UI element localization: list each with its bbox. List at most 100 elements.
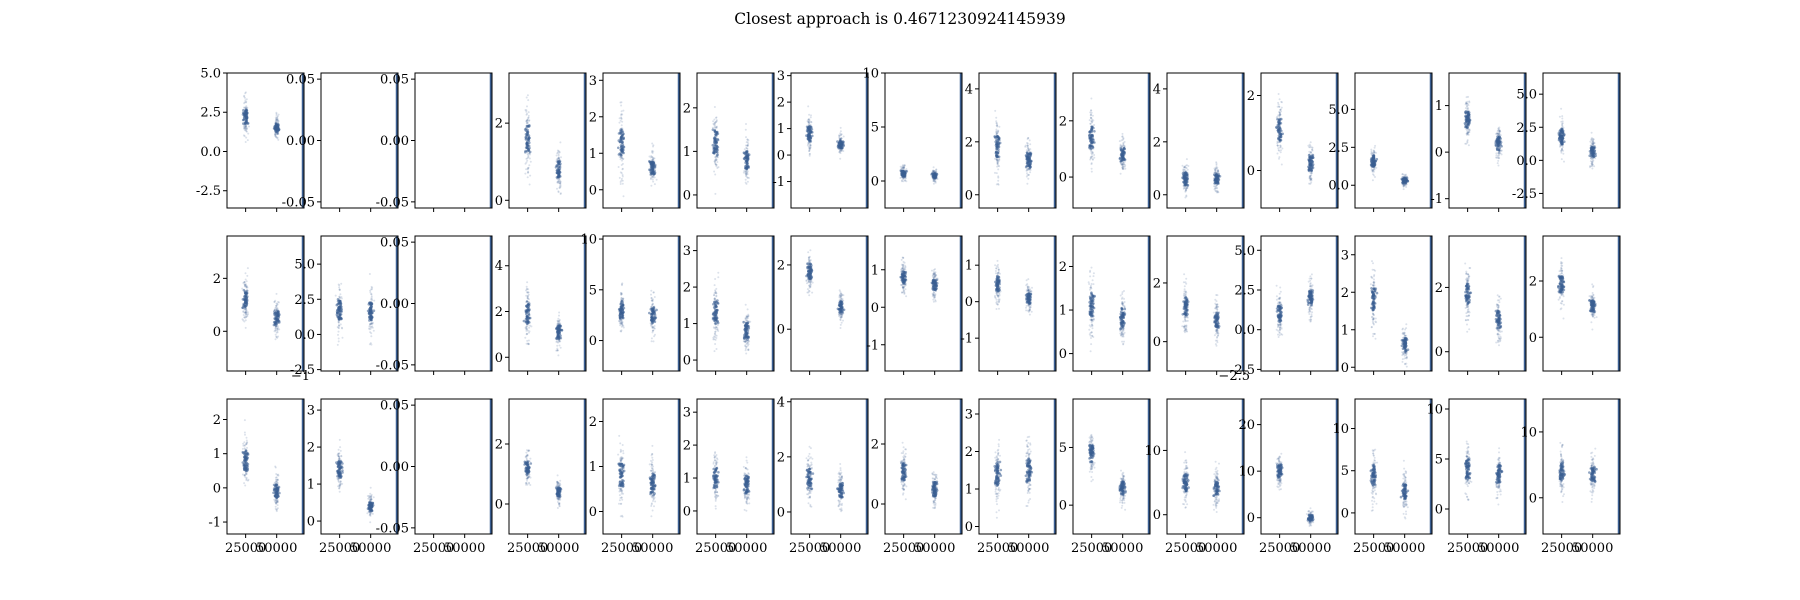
data-point: [1308, 150, 1311, 153]
data-point: [1590, 139, 1593, 141]
data-point: [1467, 129, 1470, 131]
scatter-points: [617, 282, 658, 343]
data-point: [341, 327, 344, 330]
data-point: [619, 324, 622, 327]
data-point: [275, 112, 278, 115]
data-point: [526, 152, 529, 155]
data-point: [712, 338, 715, 341]
data-point: [278, 321, 281, 324]
data-point: [559, 193, 562, 195]
data-point: [713, 333, 716, 335]
y-tick-label: 0.00: [380, 134, 409, 149]
data-point: [1278, 126, 1281, 130]
data-point: [1090, 155, 1093, 158]
data-point: [620, 318, 623, 321]
data-point: [1591, 149, 1595, 152]
data-point: [274, 123, 278, 127]
figure-title: Closest approach is 0.4671230924145939: [734, 10, 1066, 28]
data-point: [745, 167, 748, 170]
data-point: [995, 172, 998, 175]
data-point: [241, 287, 244, 290]
data-point: [711, 126, 714, 129]
data-point: [274, 333, 277, 336]
data-point: [556, 325, 559, 329]
data-point: [527, 170, 530, 173]
data-point: [528, 308, 531, 311]
data-point: [651, 304, 654, 307]
data-point: [1466, 100, 1469, 103]
data-point: [1371, 179, 1374, 182]
data-point: [560, 156, 562, 159]
data-point: [1088, 130, 1092, 133]
data-point: [713, 141, 716, 145]
data-point: [902, 260, 905, 263]
data-point: [621, 138, 624, 141]
data-point: [245, 296, 249, 300]
data-point: [1182, 166, 1185, 169]
data-point: [1025, 306, 1027, 309]
data-point: [338, 324, 341, 327]
data-point: [651, 152, 654, 154]
subplot-r0-c10: 024: [1153, 72, 1245, 212]
data-point: [276, 117, 279, 120]
data-point: [243, 128, 246, 131]
data-point: [1558, 115, 1561, 118]
data-point: [712, 122, 715, 125]
data-point: [1308, 182, 1311, 185]
data-point: [557, 178, 560, 181]
data-point: [1025, 284, 1028, 287]
y-tick-label: 5.0: [294, 258, 315, 273]
data-point: [337, 340, 340, 343]
data-point: [528, 157, 531, 160]
data-point: [526, 168, 529, 171]
data-point: [902, 164, 904, 167]
data-point: [525, 168, 528, 171]
data-point: [1278, 157, 1280, 160]
data-point: [526, 159, 529, 162]
y-tick-label: 2: [777, 258, 785, 273]
data-point: [997, 176, 1000, 179]
data-point: [997, 168, 1000, 171]
data-point: [276, 328, 279, 331]
axes-frame: [602, 72, 681, 209]
data-point: [526, 119, 528, 122]
data-point: [243, 95, 246, 98]
axes-frame: [1166, 72, 1245, 209]
axes-frame: [1260, 72, 1339, 209]
data-point: [1278, 156, 1281, 159]
axes-frame: [1542, 72, 1621, 209]
data-point: [558, 331, 561, 334]
data-point: [619, 158, 622, 161]
data-point: [746, 308, 749, 311]
data-point: [1495, 156, 1497, 159]
data-point: [994, 157, 996, 160]
data-point: [996, 162, 999, 165]
data-point: [651, 317, 654, 321]
data-point: [1371, 157, 1374, 161]
data-point: [839, 290, 842, 293]
data-point: [1091, 335, 1094, 337]
data-point: [622, 195, 625, 198]
data-point: [525, 110, 528, 113]
data-point: [525, 310, 528, 313]
data-point: [1277, 103, 1280, 106]
data-point: [653, 172, 657, 175]
data-point: [558, 173, 561, 177]
data-point: [744, 344, 747, 347]
y-tick-label: 0: [1059, 171, 1067, 186]
data-point: [274, 133, 277, 136]
subplot-r0-c9: 02: [1059, 72, 1151, 212]
data-point: [621, 175, 624, 178]
data-point: [526, 122, 529, 125]
data-point: [1373, 151, 1375, 154]
data-point: [1089, 122, 1092, 125]
y-tick-label: -0.05: [376, 358, 409, 373]
data-point: [998, 307, 1000, 310]
data-point: [1276, 142, 1279, 145]
data-point: [715, 326, 718, 329]
data-point: [558, 182, 561, 185]
data-point: [841, 313, 844, 316]
data-point: [620, 177, 623, 180]
data-point: [1370, 152, 1373, 155]
